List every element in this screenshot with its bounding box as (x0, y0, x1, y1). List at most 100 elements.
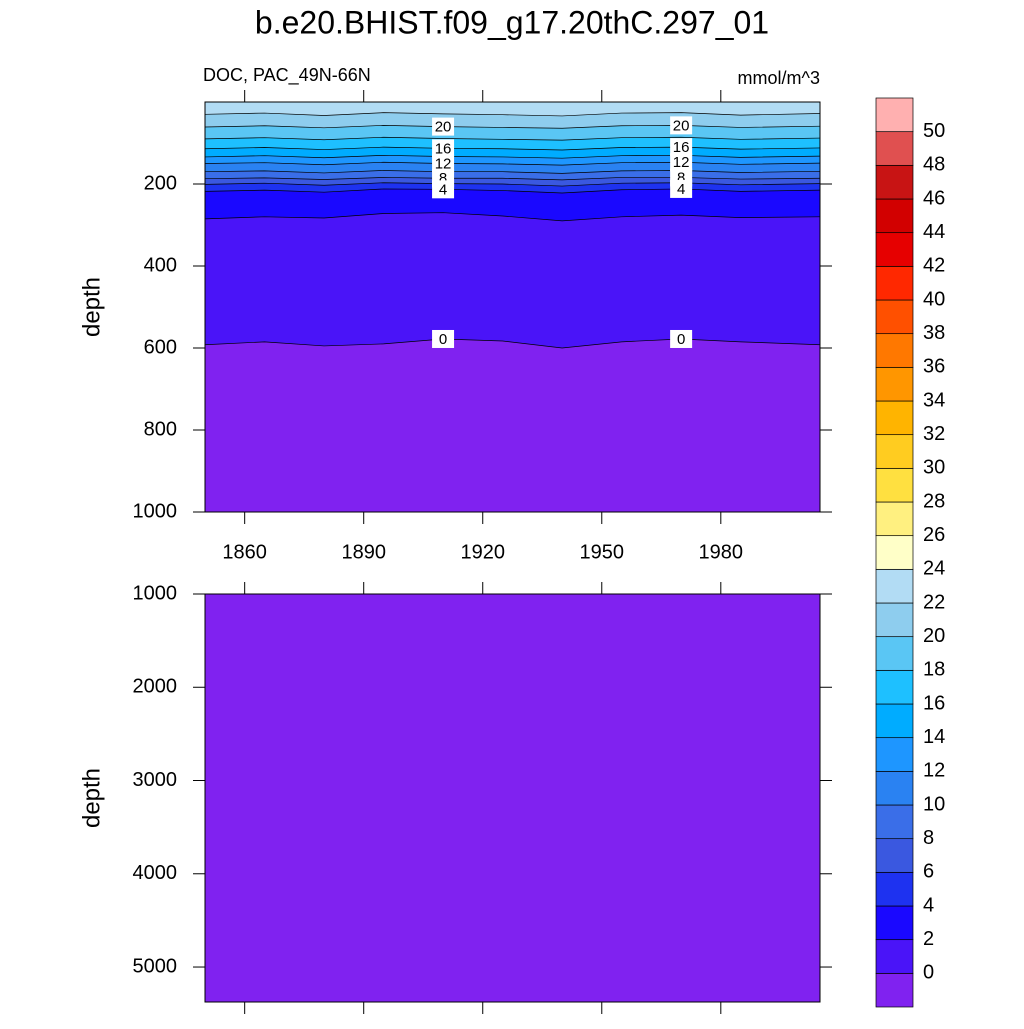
colorbar-label: 40 (923, 288, 945, 310)
colorbar-box (875, 669, 914, 705)
contour-label-box (670, 138, 693, 157)
contour-label: 0 (677, 331, 685, 348)
contour-line (205, 112, 820, 117)
colorbar-label: 38 (923, 322, 945, 344)
colorbar-box (875, 602, 914, 638)
colorbar-label: 24 (923, 558, 945, 580)
colorbar-box (875, 265, 914, 301)
contour-line (205, 125, 820, 129)
y-tick-label: 600 (144, 336, 177, 358)
colorbar-label: 28 (923, 490, 945, 512)
colorbar-label: 10 (923, 793, 945, 815)
colorbar-label: 12 (923, 760, 945, 782)
colorbar-label: 48 (923, 154, 945, 176)
contour-label: 8 (677, 169, 685, 186)
contour-fill-background (205, 594, 820, 1002)
contour-label: 20 (435, 119, 452, 136)
y-tick-label: 3000 (133, 769, 178, 791)
colorbar-label: 46 (923, 187, 945, 209)
colorbar-box (875, 703, 914, 739)
colorbar-label: 16 (923, 692, 945, 714)
y-axis-label: depth (78, 277, 105, 337)
contour-label: 4 (677, 181, 685, 198)
colorbar-label: 6 (923, 861, 934, 883)
colorbar-label: 4 (923, 894, 934, 916)
y-tick-label: 200 (144, 172, 177, 194)
contour-line (205, 177, 820, 181)
units-label: mmol/m^3 (738, 68, 820, 88)
y-tick-label: 4000 (133, 862, 178, 884)
colorbar-box (875, 770, 914, 806)
contour-label: 16 (435, 140, 452, 157)
contour-line (205, 338, 820, 349)
colorbar-box (875, 501, 914, 537)
contour-label-box (670, 179, 693, 198)
colorbar-label: 42 (923, 255, 945, 277)
colorbar-box (875, 164, 914, 200)
x-tick-label: 1890 (341, 541, 386, 563)
subtitle: DOC, PAC_49N-66N (203, 65, 371, 86)
colorbar-box (875, 838, 914, 873)
colorbar-label: 14 (923, 726, 945, 748)
colorbar-label: 2 (923, 928, 934, 950)
colorbar-box (875, 939, 914, 974)
x-tick-label: 1950 (580, 541, 625, 563)
contour-line (205, 154, 820, 159)
colorbar-label: 20 (923, 625, 945, 647)
colorbar-box (875, 131, 914, 166)
colorbar-label: 30 (923, 457, 945, 479)
contour-line (205, 188, 820, 194)
y-tick-label: 2000 (133, 676, 178, 698)
colorbar-box (875, 972, 914, 1008)
contour-label: 12 (435, 155, 452, 172)
y-tick-label: 800 (144, 418, 177, 440)
y-tick-label: 1000 (133, 500, 178, 522)
colorbar-label: 44 (923, 221, 945, 243)
colorbar-box (875, 400, 914, 436)
contour-label-box (670, 153, 693, 172)
contour-line (205, 146, 820, 151)
colorbar-box (875, 737, 914, 772)
contour-line (205, 136, 820, 141)
contour-label-box (432, 180, 455, 199)
colorbar-label: 18 (923, 659, 945, 681)
chart-title: b.e20.BHIST.f09_g17.20thC.297_01 (255, 4, 769, 40)
colorbar-label: 34 (923, 389, 945, 411)
x-tick-label: 1980 (699, 541, 744, 563)
x-tick-label: 1860 (222, 541, 267, 563)
contour-label-box (432, 329, 455, 348)
contour-label-box (670, 329, 693, 348)
y-tick-label: 400 (144, 254, 177, 276)
contour-label-box (432, 139, 455, 158)
contour-label: 20 (673, 117, 690, 134)
colorbar-box (875, 804, 914, 840)
colorbar-box (875, 299, 914, 335)
colorbar-box (875, 568, 914, 604)
contour-label: 0 (439, 331, 447, 348)
contour-label: 4 (439, 181, 447, 198)
contour-label: 12 (673, 154, 690, 171)
y-tick-label: 1000 (133, 582, 178, 604)
plot-area (205, 594, 820, 1002)
colorbar-box (875, 366, 914, 402)
contour-line (205, 161, 820, 166)
colorbar-box (875, 905, 914, 941)
colorbar-box (875, 333, 914, 368)
colorbar-label: 22 (923, 591, 945, 613)
colorbar-box (875, 636, 914, 671)
contour-line (205, 212, 820, 222)
contour-label: 16 (673, 139, 690, 156)
colorbar-label: 26 (923, 524, 945, 546)
contour-band (205, 338, 820, 512)
contour-label-box (670, 116, 693, 135)
colorbar-box (875, 467, 914, 503)
contour-line (205, 170, 820, 174)
plot-frame (204, 101, 821, 513)
colorbar-label: 32 (923, 423, 945, 445)
colorbar-box (875, 871, 914, 907)
contour-label-box (432, 154, 455, 173)
colorbar-label: 50 (923, 120, 945, 142)
contour-label-box (432, 117, 455, 136)
